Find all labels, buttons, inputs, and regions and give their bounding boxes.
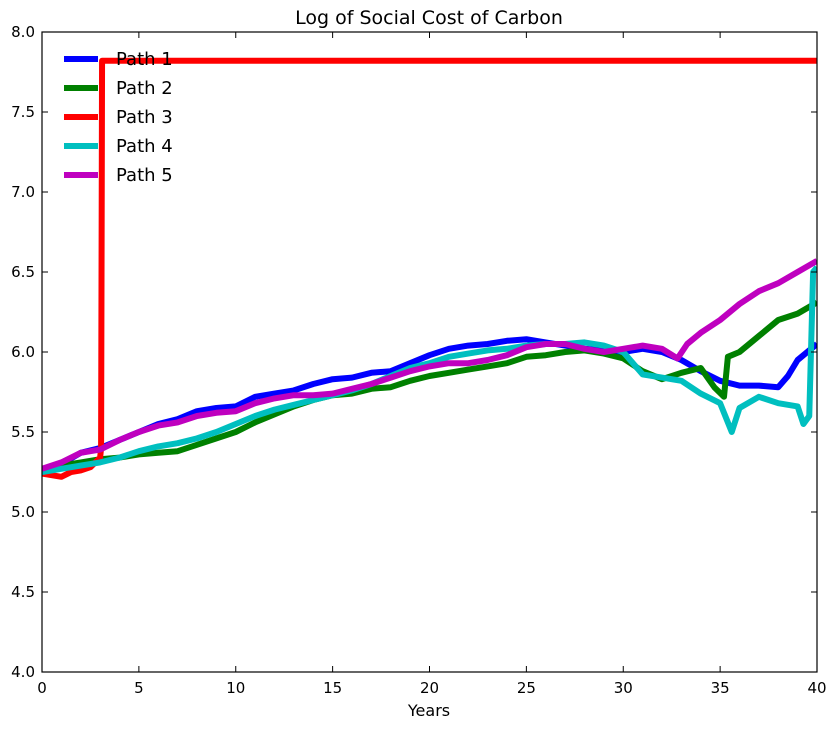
- plot-frame: [41, 31, 818, 673]
- series-line-2: [42, 299, 817, 474]
- y-tick-label: 5.5: [11, 423, 35, 441]
- chart-title: Log of Social Cost of Carbon: [295, 7, 563, 29]
- x-tick-label: 20: [420, 679, 439, 697]
- x-tick-label: 40: [807, 679, 826, 697]
- x-tick-label: 15: [323, 679, 342, 697]
- x-tick-label: 5: [134, 679, 144, 697]
- x-tick-label: 35: [711, 679, 730, 697]
- legend-entry: Path 2: [64, 78, 173, 99]
- legend-label: Path 1: [116, 49, 173, 70]
- x-tick-label: 10: [226, 679, 245, 697]
- legend-entry: Path 4: [64, 136, 173, 157]
- series-line-3: [42, 57, 817, 480]
- legend-label: Path 2: [116, 78, 173, 99]
- legend-entry: Path 3: [64, 107, 173, 128]
- series-line-4: [42, 265, 817, 475]
- y-tick-label: 5.0: [11, 503, 35, 521]
- y-tick-label: 8.0: [11, 23, 35, 41]
- x-tick-label: 30: [614, 679, 633, 697]
- legend: Path 1 Path 2 Path 3 Path 4 Path 5: [64, 49, 173, 186]
- legend-label: Path 3: [116, 107, 173, 128]
- series-line-5: [42, 258, 817, 472]
- legend-entry: Path 5: [64, 165, 173, 186]
- y-tick-label: 4.5: [11, 583, 35, 601]
- legend-entry: Path 1: [64, 49, 173, 70]
- legend-label: Path 4: [116, 136, 173, 157]
- y-tick-label: 6.5: [11, 263, 35, 281]
- y-tick-label: 6.0: [11, 343, 35, 361]
- x-axis-title: Years: [407, 701, 450, 720]
- ticks-layer: 0 5 10 15 20 25 30 35 40 4.0 4.5 5.0 5.5 6.0 6.5 7.0 7.5…: [11, 23, 826, 697]
- x-tick-label: 0: [37, 679, 47, 697]
- legend-label: Path 5: [116, 165, 173, 186]
- y-tick-label: 7.5: [11, 103, 35, 121]
- series-layer: [42, 57, 817, 480]
- y-tick-label: 7.0: [11, 183, 35, 201]
- x-tick-label: 25: [517, 679, 536, 697]
- y-tick-label: 4.0: [11, 663, 35, 681]
